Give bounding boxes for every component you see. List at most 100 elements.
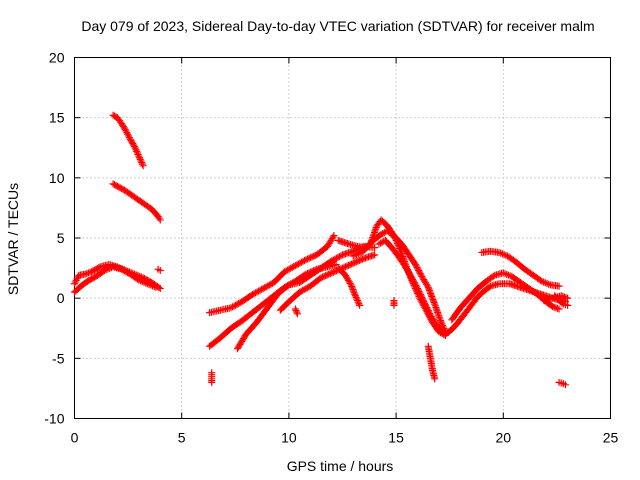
data-point (347, 281, 355, 289)
data-point-fill (540, 278, 548, 286)
data-point-fill (350, 289, 358, 297)
data-point (390, 232, 398, 240)
data-point-fill (416, 290, 424, 298)
data-point-fill (501, 270, 509, 278)
data-point-fill (560, 293, 568, 301)
data-point-fill (503, 270, 511, 278)
data-point-fill (292, 307, 300, 315)
data-point (208, 378, 216, 386)
y-tick-label: 10 (49, 170, 65, 186)
data-point (499, 269, 507, 277)
data-point (143, 280, 151, 288)
data-point-fill (287, 264, 295, 272)
data-point-fill (131, 144, 139, 152)
data-point (431, 375, 439, 383)
data-point-fill (329, 268, 337, 276)
data-point-fill (320, 272, 328, 280)
data-point-fill (416, 289, 424, 297)
data-point (564, 301, 572, 309)
data-point-fill (282, 267, 290, 275)
data-point-fill (326, 270, 334, 278)
data-point-fill (485, 283, 493, 291)
data-point-fill (104, 265, 112, 273)
data-point (561, 381, 569, 389)
series-arc-22 (291, 305, 301, 318)
series-arc-1 (109, 111, 147, 170)
data-point-fill (150, 283, 158, 291)
data-point-fill (536, 276, 544, 284)
data-point-fill (230, 302, 238, 310)
data-point-fill (136, 154, 144, 162)
data-point-fill (355, 300, 363, 308)
data-point-fill (323, 271, 331, 279)
chart-title: Day 079 of 2023, Sidereal Day-to-day VTE… (81, 18, 594, 34)
data-point-fill (264, 282, 272, 290)
series-arc-2 (109, 180, 164, 224)
data-point-fill (389, 230, 397, 238)
data-point-fill (294, 260, 302, 268)
data-point-fill (142, 279, 150, 287)
data-point (557, 292, 565, 300)
data-point-fill (346, 261, 354, 269)
data-point-fill (293, 261, 301, 269)
data-point-fill (410, 279, 418, 287)
data-point-fill (130, 141, 138, 149)
data-point-fill (267, 280, 275, 288)
data-point (351, 292, 359, 300)
data-point (248, 291, 256, 299)
x-axis-label: GPS time / hours (287, 458, 394, 474)
data-point-fill (416, 269, 424, 277)
x-tick-label: 20 (496, 430, 512, 446)
data-point-fill (125, 134, 133, 142)
data-point (549, 303, 557, 311)
data-point (371, 251, 379, 259)
data-point (156, 216, 164, 224)
data-point-fill (252, 289, 260, 297)
data-point (332, 260, 340, 268)
data-point-fill (504, 271, 512, 279)
data-point-fill (378, 238, 386, 246)
data-point-fill (265, 281, 273, 289)
data-point (390, 301, 398, 309)
data-point-fill (145, 280, 153, 288)
data-point-fill (411, 280, 419, 288)
data-point-fill (552, 304, 560, 312)
data-point-fill (349, 286, 357, 294)
data-point-fill (140, 278, 148, 286)
data-point-fill (258, 285, 266, 293)
data-point-fill (415, 268, 423, 276)
data-point-fill (297, 287, 305, 295)
y-tick-label: 5 (57, 230, 65, 246)
data-point-fill (229, 303, 237, 311)
data-point-fill (412, 262, 420, 270)
data-point-fill (352, 293, 360, 301)
data-marks (71, 111, 572, 389)
data-point (81, 270, 89, 278)
data-point-fill (500, 251, 508, 259)
data-point-fill (422, 302, 430, 310)
data-point-fill (123, 129, 131, 137)
data-point-fill (355, 257, 363, 265)
data-point (281, 268, 289, 276)
data-point-fill (415, 266, 423, 274)
data-point-fill (498, 250, 506, 258)
data-point (317, 274, 325, 282)
data-point-fill (353, 251, 361, 259)
x-tick-label: 15 (388, 430, 404, 446)
data-point-fill (545, 280, 553, 288)
data-point (328, 257, 336, 265)
data-point-fill (417, 271, 425, 279)
data-point-fill (354, 250, 362, 258)
data-point-fill (138, 278, 146, 286)
data-point-fill (409, 276, 417, 284)
data-point-fill (83, 269, 91, 277)
data-point-fill (299, 286, 307, 294)
data-point (437, 318, 445, 326)
data-point-fill (250, 290, 258, 298)
series-arc-4 (71, 263, 160, 296)
data-point-fill (300, 286, 308, 294)
data-point-fill (413, 263, 421, 271)
data-point-fill (394, 241, 402, 249)
data-point-fill (305, 254, 313, 262)
grid-lines (74, 57, 611, 419)
